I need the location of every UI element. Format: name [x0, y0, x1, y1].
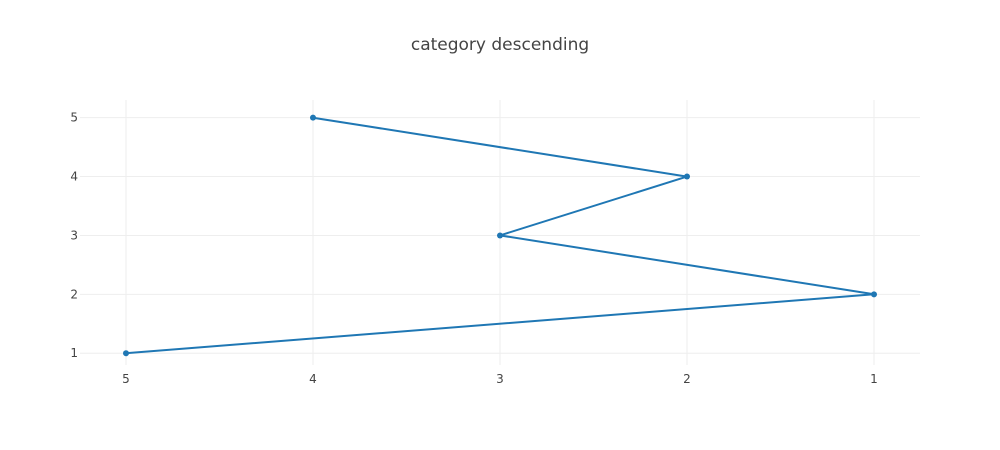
x-tick-label: 1: [870, 372, 878, 386]
x-tick-label: 2: [683, 372, 691, 386]
chart-title: category descending: [411, 35, 589, 55]
data-point: [871, 291, 877, 298]
data-point: [684, 173, 690, 180]
y-tick-label: 1: [70, 346, 78, 360]
y-tick-label: 5: [70, 111, 78, 125]
grid: [80, 100, 920, 365]
y-axis: 1 2 3 4 5: [70, 111, 78, 361]
x-tick-label: 4: [309, 372, 317, 386]
data-point: [497, 232, 503, 239]
y-tick-label: 3: [70, 228, 78, 242]
y-tick-label: 2: [70, 287, 78, 301]
y-tick-label: 4: [70, 170, 78, 184]
plot-area: [123, 114, 877, 357]
data-point: [123, 350, 129, 357]
x-axis: 5 4 3 2 1: [122, 372, 878, 386]
x-tick-label: 5: [122, 372, 130, 386]
x-tick-label: 3: [496, 372, 504, 386]
data-point: [310, 114, 316, 121]
